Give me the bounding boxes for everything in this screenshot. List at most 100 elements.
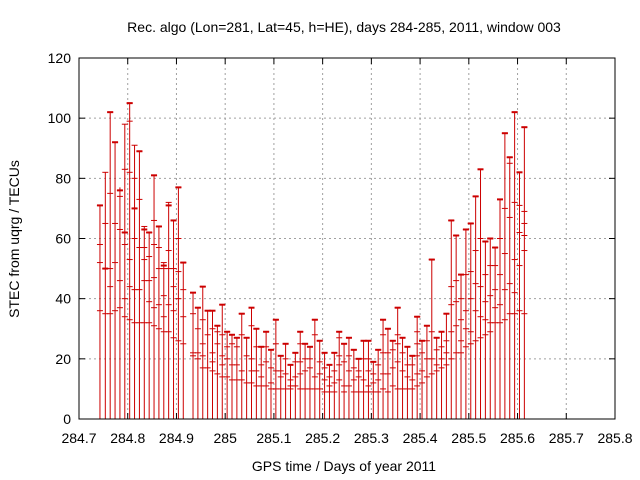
- y-tick-label: 100: [48, 110, 72, 126]
- error-bar: [365, 339, 372, 419]
- error-bar: [360, 339, 367, 419]
- error-bar: [131, 144, 138, 419]
- error-bar: [170, 219, 177, 419]
- x-tick-label: 285.5: [451, 430, 486, 446]
- x-tick-label: 285: [214, 430, 238, 446]
- chart-title: Rec. algo (Lon=281, Lat=45, h=HE), days …: [127, 19, 561, 35]
- error-bar: [243, 336, 250, 419]
- error-bar: [428, 258, 435, 419]
- error-bar: [282, 342, 289, 419]
- y-tick-label: 20: [55, 351, 71, 367]
- error-bar: [433, 336, 440, 419]
- error-bar: [306, 345, 313, 419]
- error-bar: [462, 228, 469, 419]
- x-tick-label: 285.1: [256, 430, 291, 446]
- x-tick-label: 285.3: [354, 430, 389, 446]
- error-bar: [160, 262, 167, 419]
- error-bar: [438, 330, 445, 419]
- error-bar: [253, 327, 260, 419]
- y-tick-label: 120: [48, 50, 72, 66]
- error-bar: [141, 225, 148, 419]
- x-tick-label: 285.2: [305, 430, 340, 446]
- grid: [79, 58, 615, 419]
- error-bar: [467, 222, 474, 419]
- y-tick-label: 60: [55, 231, 71, 247]
- error-bar: [336, 330, 343, 419]
- error-bar: [477, 168, 484, 419]
- error-bar: [292, 351, 299, 419]
- error-bar: [506, 156, 513, 419]
- error-bar: [267, 348, 274, 419]
- error-bar: [516, 171, 523, 419]
- error-bar: [165, 201, 172, 419]
- error-bar: [107, 111, 114, 419]
- error-bar: [443, 312, 450, 419]
- error-bar: [521, 126, 528, 419]
- error-bar: [394, 306, 401, 419]
- axis-tick-marks: [78, 57, 616, 420]
- error-bar: [248, 306, 255, 419]
- error-bar: [287, 363, 294, 419]
- error-bar: [389, 339, 396, 419]
- error-bar: [155, 225, 162, 419]
- error-bar: [194, 306, 201, 419]
- y-tick-label: 0: [63, 411, 71, 427]
- error-bar: [482, 240, 489, 419]
- error-bar: [311, 318, 318, 419]
- error-bar: [136, 150, 143, 419]
- error-bar: [112, 141, 119, 419]
- error-bar: [399, 336, 406, 419]
- error-bar: [448, 219, 455, 419]
- x-tick-label: 285.7: [549, 430, 584, 446]
- error-bar: [380, 318, 387, 419]
- error-bar: [350, 348, 357, 419]
- error-bar: [180, 261, 187, 419]
- error-bar: [409, 354, 416, 419]
- error-bar: [345, 336, 352, 419]
- x-axis-tick-labels: 284.7 284.8 284.9 285 285.1 285.2 285.3 285.4 28…: [61, 430, 632, 446]
- error-bar: [341, 342, 348, 419]
- error-bar: [96, 204, 103, 419]
- error-bar: [126, 102, 133, 419]
- x-tick-label: 284.8: [110, 430, 145, 446]
- error-bar: [219, 303, 226, 419]
- error-bar: [214, 324, 221, 419]
- y-tick-label: 40: [55, 291, 71, 307]
- error-bar: [331, 351, 338, 419]
- error-bar: [414, 315, 421, 419]
- error-bar: [224, 330, 231, 419]
- error-bar: [121, 123, 128, 419]
- error-bar: [384, 327, 391, 419]
- error-bar: [511, 111, 518, 419]
- error-bar: [199, 285, 206, 419]
- error-bar: [175, 186, 182, 419]
- error-bar: [272, 318, 279, 419]
- x-tick-label: 285.8: [597, 430, 632, 446]
- error-bar: [233, 336, 240, 419]
- x-tick-label: 284.9: [159, 430, 194, 446]
- error-bar: [146, 231, 153, 419]
- x-tick-label: 285.4: [403, 430, 438, 446]
- error-bar: [277, 354, 284, 419]
- error-bar: [316, 339, 323, 419]
- error-bar: [501, 132, 508, 419]
- y-tick-label: 80: [55, 170, 71, 186]
- y-axis-label: STEC from uqrg / TECUs: [6, 160, 22, 318]
- error-bar: [204, 309, 211, 419]
- error-bar: [423, 324, 430, 419]
- error-bar: [116, 187, 123, 419]
- error-bar: [238, 312, 245, 419]
- y-axis-tick-labels: 0 20 40 60 80 100 120: [48, 50, 72, 427]
- error-bar: [302, 342, 309, 419]
- error-bar: [258, 345, 265, 419]
- error-bar: [209, 309, 216, 419]
- x-tick-label: 284.7: [61, 430, 96, 446]
- error-bar: [102, 171, 109, 419]
- error-bar: [404, 345, 411, 419]
- error-bar: [263, 330, 270, 419]
- error-bar: [375, 348, 382, 419]
- error-bar: [472, 195, 479, 419]
- x-tick-label: 285.6: [500, 430, 535, 446]
- error-bar: [297, 330, 304, 419]
